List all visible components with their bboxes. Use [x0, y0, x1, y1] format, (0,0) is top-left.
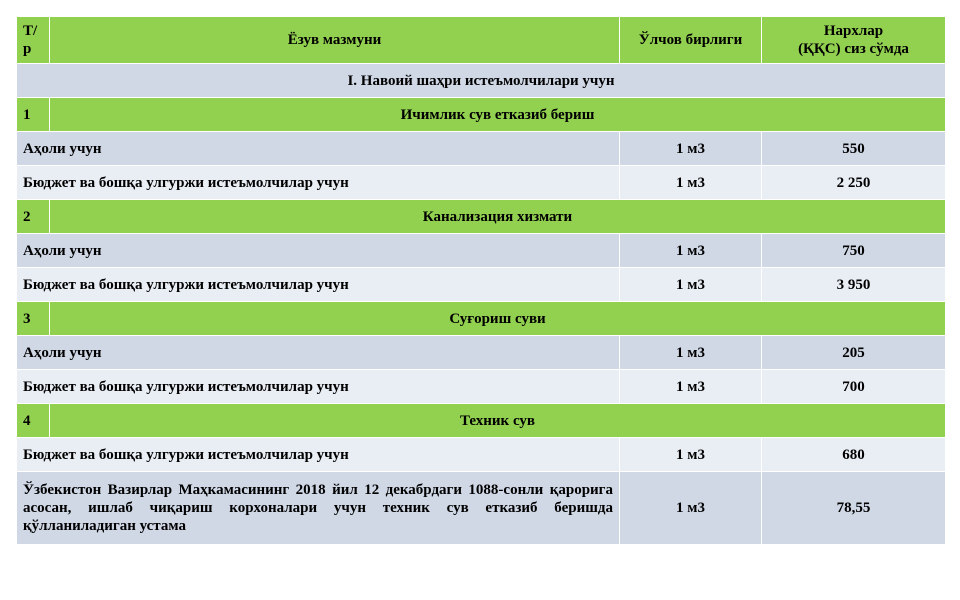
region-title: I. Навоий шаҳри истеъмолчилари учун: [16, 63, 946, 98]
tariff-table: Т/р Ёзув мазмуни Ўлчов бирлиги Нархлар (…: [16, 16, 946, 545]
row-price: 550: [761, 131, 946, 166]
section-title: Техник сув: [49, 403, 946, 438]
row-price: 680: [761, 437, 946, 472]
table-row: Бюджет ва бошқа улгуржи истеъмолчилар уч…: [16, 369, 946, 404]
header-price-line1: Нархлар: [823, 23, 884, 39]
section-num: 1: [16, 97, 50, 132]
row-name: Ўзбекистон Вазирлар Маҳкамасининг 2018 й…: [16, 471, 620, 545]
table-header-row: Т/р Ёзув мазмуни Ўлчов бирлиги Нархлар (…: [16, 16, 946, 64]
table-row: Аҳоли учун 1 м3 550: [16, 131, 946, 166]
row-price: 2 250: [761, 165, 946, 200]
section-title: Ичимлик сув етказиб бериш: [49, 97, 946, 132]
region-row: I. Навоий шаҳри истеъмолчилари учун: [16, 63, 946, 98]
row-name: Бюджет ва бошқа улгуржи истеъмолчилар уч…: [16, 437, 620, 472]
table-row: Бюджет ва бошқа улгуржи истеъмолчилар уч…: [16, 267, 946, 302]
table-row: Аҳоли учун 1 м3 205: [16, 335, 946, 370]
row-name: Бюджет ва бошқа улгуржи истеъмолчилар уч…: [16, 369, 620, 404]
row-unit: 1 м3: [619, 335, 762, 370]
table-row: Бюджет ва бошқа улгуржи истеъмолчилар уч…: [16, 437, 946, 472]
row-unit: 1 м3: [619, 267, 762, 302]
row-unit: 1 м3: [619, 131, 762, 166]
section-row-2: 2 Канализация хизмати: [16, 199, 946, 234]
row-price: 78,55: [761, 471, 946, 545]
section-row-1: 1 Ичимлик сув етказиб бериш: [16, 97, 946, 132]
row-unit: 1 м3: [619, 471, 762, 545]
row-unit: 1 м3: [619, 369, 762, 404]
table-row: Бюджет ва бошқа улгуржи истеъмолчилар уч…: [16, 165, 946, 200]
table-row: Аҳоли учун 1 м3 750: [16, 233, 946, 268]
section-num: 4: [16, 403, 50, 438]
row-name: Аҳоли учун: [16, 335, 620, 370]
row-price: 3 950: [761, 267, 946, 302]
row-unit: 1 м3: [619, 165, 762, 200]
row-name: Аҳоли учун: [16, 131, 620, 166]
row-price: 700: [761, 369, 946, 404]
row-name: Бюджет ва бошқа улгуржи истеъмолчилар уч…: [16, 267, 620, 302]
row-unit: 1 м3: [619, 437, 762, 472]
header-price: Нархлар (ҚҚС) сиз сўмда: [761, 16, 946, 64]
header-name: Ёзув мазмуни: [49, 16, 620, 64]
section-row-3: 3 Суғориш суви: [16, 301, 946, 336]
header-num: Т/р: [16, 16, 50, 64]
section-row-4: 4 Техник сув: [16, 403, 946, 438]
section-title: Суғориш суви: [49, 301, 946, 336]
row-name: Аҳоли учун: [16, 233, 620, 268]
table-row: Ўзбекистон Вазирлар Маҳкамасининг 2018 й…: [16, 471, 946, 545]
row-price: 750: [761, 233, 946, 268]
section-title: Канализация хизмати: [49, 199, 946, 234]
section-num: 2: [16, 199, 50, 234]
row-price: 205: [761, 335, 946, 370]
header-price-line2: (ҚҚС) сиз сўмда: [798, 41, 909, 57]
header-unit: Ўлчов бирлиги: [619, 16, 762, 64]
row-unit: 1 м3: [619, 233, 762, 268]
row-name: Бюджет ва бошқа улгуржи истеъмолчилар уч…: [16, 165, 620, 200]
section-num: 3: [16, 301, 50, 336]
